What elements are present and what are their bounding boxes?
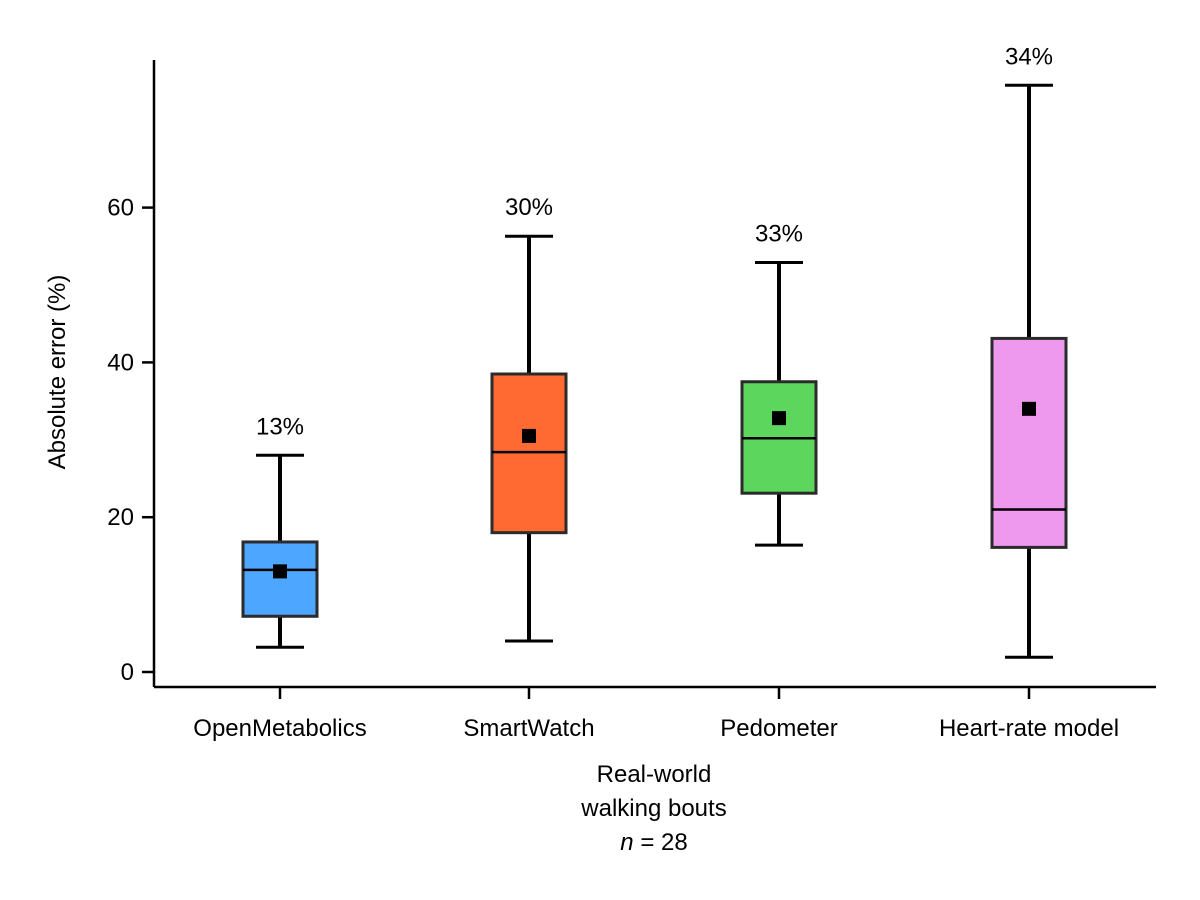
box-group-4: 34% bbox=[990, 43, 1068, 659]
x-axis-title-line-2: walking bouts bbox=[580, 795, 726, 822]
mean-label: 13% bbox=[256, 413, 304, 440]
x-tick-label: SmartWatch bbox=[463, 715, 594, 742]
mean-marker bbox=[1022, 401, 1036, 416]
x-tick-label: Pedometer bbox=[720, 715, 837, 742]
mean-label: 34% bbox=[1005, 43, 1053, 70]
box-group-3: 33% bbox=[740, 221, 818, 547]
x-ticks: OpenMetabolics SmartWatch Pedometer Heart-r… bbox=[193, 687, 1119, 742]
box-group-2: 30% bbox=[490, 194, 568, 643]
y-tick-label: 20 bbox=[107, 504, 134, 531]
mean-marker bbox=[273, 564, 287, 579]
x-axis-title-line-1: Real-world bbox=[597, 761, 712, 788]
iqr-box bbox=[990, 336, 1068, 549]
mean-marker bbox=[772, 411, 786, 426]
sample-size-symbol: n bbox=[620, 829, 633, 856]
iqr-box bbox=[241, 540, 319, 618]
chart-marks: 13% 30% 33% 34% bbox=[241, 43, 1068, 659]
sample-size-value: = 28 bbox=[634, 829, 688, 856]
mean-label: 30% bbox=[505, 194, 553, 221]
y-tick-label: 40 bbox=[107, 349, 134, 376]
sample-size-label: n = 28 bbox=[620, 829, 687, 856]
mean-label: 33% bbox=[755, 221, 803, 248]
y-ticks: 0 20 40 60 bbox=[107, 195, 154, 686]
x-tick-label: OpenMetabolics bbox=[193, 715, 366, 742]
y-tick-label: 0 bbox=[121, 659, 134, 686]
box-group-1: 13% bbox=[241, 413, 319, 649]
x-tick-label: Heart-rate model bbox=[939, 715, 1119, 742]
y-axis-title: Absolute error (%) bbox=[44, 275, 71, 470]
mean-marker bbox=[522, 428, 536, 443]
y-tick-label: 60 bbox=[107, 195, 134, 222]
